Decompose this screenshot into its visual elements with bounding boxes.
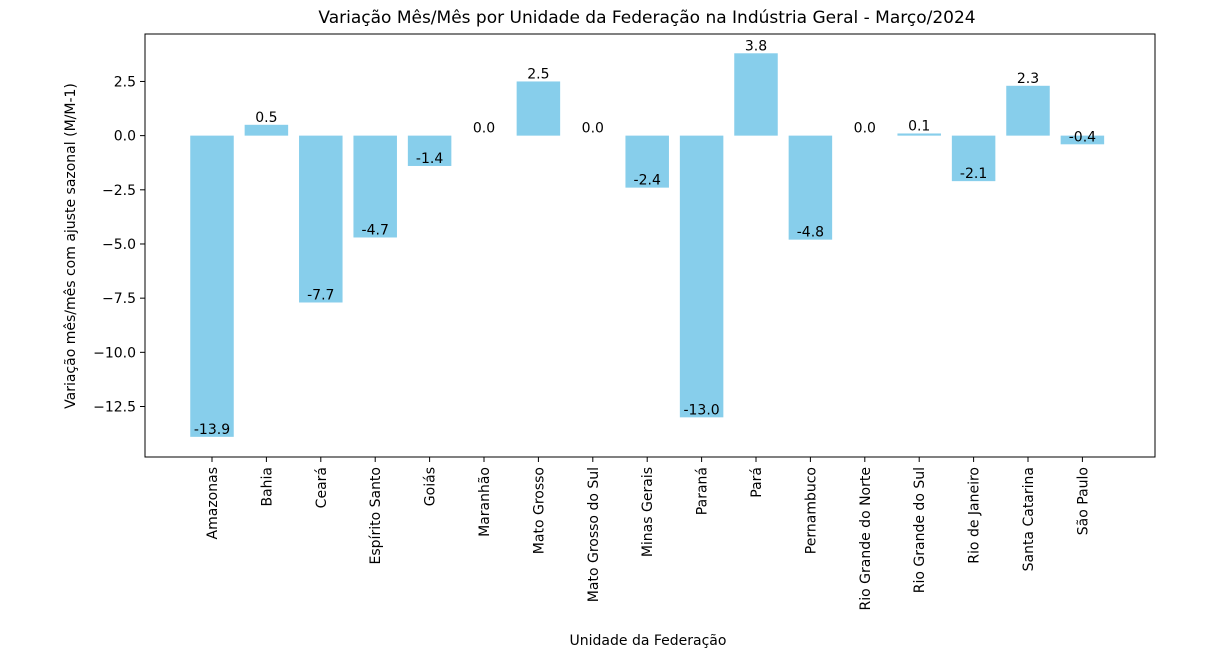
bar-3 xyxy=(353,135,397,238)
x-tick-label-0: Amazonas xyxy=(205,467,221,539)
data-label-14: -2.1 xyxy=(960,166,987,182)
x-tick-label-8: Minas Gerais xyxy=(640,467,656,557)
bar-16 xyxy=(1060,135,1105,145)
bar-6 xyxy=(516,81,561,136)
data-label-10: 3.8 xyxy=(745,38,767,54)
bar-10 xyxy=(734,53,778,136)
x-tick-label-1: Bahia xyxy=(259,467,275,507)
data-label-6: 2.5 xyxy=(527,66,549,82)
y-tick-label-6: −12.5 xyxy=(93,400,136,416)
x-tick-label-14: Rio de Janeiro xyxy=(967,467,983,564)
x-tick-label-16: São Paulo xyxy=(1075,467,1091,535)
x-tick-label-4: Goiás xyxy=(423,467,439,506)
x-tick-label-3: Espírito Santo xyxy=(368,467,384,564)
bar-13 xyxy=(897,133,941,136)
x-axis: Amazonas Bahia Ceará Espírito Santo Goiás Mar… xyxy=(205,457,1091,610)
data-label-3: -4.7 xyxy=(362,222,389,238)
x-tick-label-7: Mato Grosso do Sul xyxy=(586,467,602,602)
bar-11 xyxy=(788,135,833,240)
chart-title: Variação Mês/Mês por Unidade da Federaçã… xyxy=(318,8,975,28)
data-label-7: 0.0 xyxy=(582,121,604,137)
x-tick-label-12: Rio Grande do Norte xyxy=(858,467,874,610)
y-tick-label-0: 2.5 xyxy=(114,74,136,90)
x-axis-title: Unidade da Federação xyxy=(570,633,727,649)
x-tick-label-5: Maranhão xyxy=(477,467,493,537)
data-label-4: -1.4 xyxy=(416,151,443,167)
x-tick-label-2: Ceará xyxy=(314,467,330,508)
x-tick-label-6: Mato Grosso xyxy=(531,467,547,554)
bar-8 xyxy=(625,135,669,188)
data-label-8: -2.4 xyxy=(634,173,661,189)
plot-frame xyxy=(144,33,1156,458)
data-label-12: 0.0 xyxy=(854,121,876,137)
bar-0 xyxy=(190,135,234,437)
data-labels-layer: -13.9 0.5 -7.7 -4.7 -1.4 0.0 2.5 0.0 -2.4 -13.0 3.… xyxy=(194,38,1096,438)
data-label-16: -0.4 xyxy=(1069,129,1096,145)
y-tick-label-3: −5.0 xyxy=(102,237,136,253)
y-tick-label-2: −2.5 xyxy=(102,183,136,199)
data-label-2: -7.7 xyxy=(307,287,334,303)
bars-layer xyxy=(190,53,1105,437)
y-tick-label-4: −7.5 xyxy=(102,291,136,307)
x-tick-label-15: Santa Catarina xyxy=(1021,467,1037,571)
y-tick-label-1: 0.0 xyxy=(114,129,136,145)
data-label-13: 0.1 xyxy=(908,118,930,134)
x-tick-label-11: Pernambuco xyxy=(803,467,819,554)
data-label-15: 2.3 xyxy=(1017,71,1039,87)
bar-1 xyxy=(244,124,289,136)
x-tick-label-10: Pará xyxy=(749,467,765,498)
y-axis-title: Variação mês/mês com ajuste sazonal (M/M… xyxy=(63,83,79,409)
bar-4 xyxy=(407,135,452,166)
bar-15 xyxy=(1006,85,1050,136)
y-tick-label-5: −10.0 xyxy=(93,345,136,361)
y-axis: 2.5 0.0 −2.5 −5.0 −7.5 −10.0 −12.5 xyxy=(93,74,145,416)
x-tick-label-13: Rio Grande do Sul xyxy=(912,467,928,593)
data-label-5: 0.0 xyxy=(473,121,495,137)
x-tick-label-9: Paraná xyxy=(695,467,711,515)
bar-14 xyxy=(951,135,996,182)
bar-9 xyxy=(679,135,724,418)
data-label-0: -13.9 xyxy=(194,422,230,438)
data-label-11: -4.8 xyxy=(797,225,824,241)
data-label-9: -13.0 xyxy=(683,402,719,418)
data-label-1: 0.5 xyxy=(255,110,277,126)
bar-2 xyxy=(299,135,343,303)
